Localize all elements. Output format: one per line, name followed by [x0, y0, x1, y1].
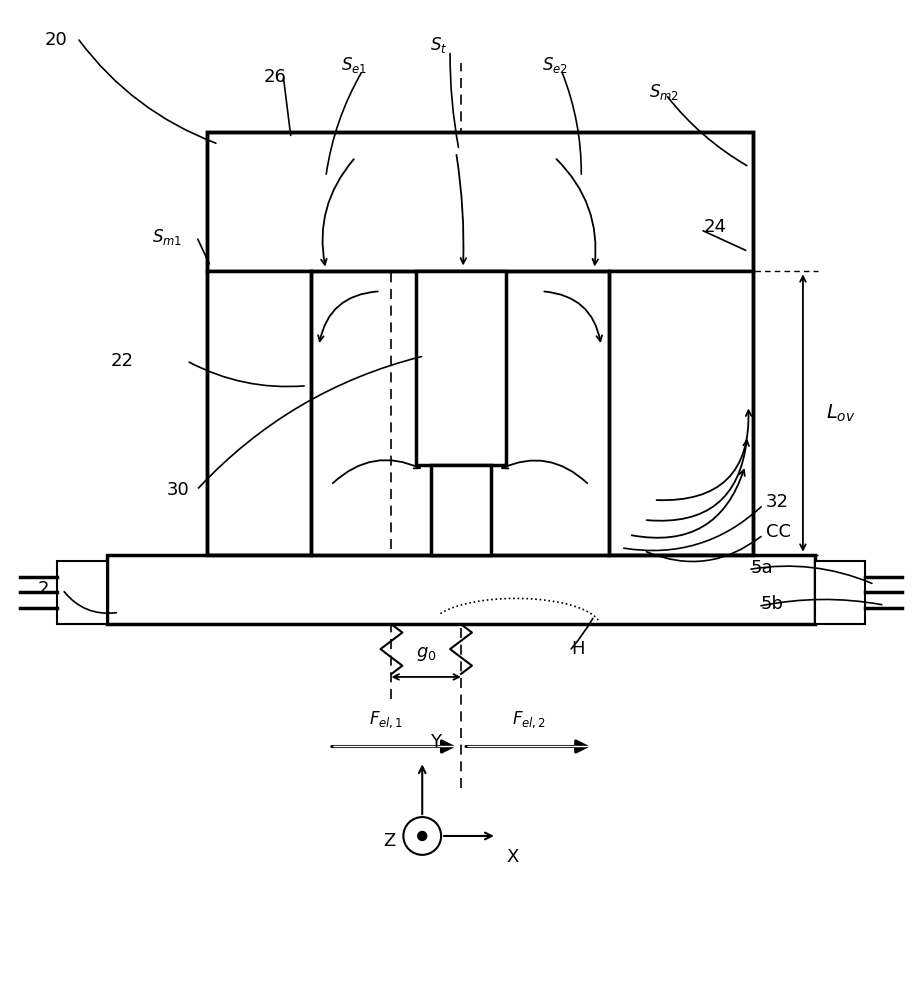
Bar — [57, 561, 107, 624]
Text: 5b: 5b — [761, 595, 784, 613]
Bar — [207, 132, 753, 271]
Circle shape — [418, 831, 426, 840]
Text: Y: Y — [430, 733, 441, 751]
Text: $L_{ov}$: $L_{ov}$ — [826, 402, 856, 424]
Text: 5a: 5a — [750, 559, 773, 577]
Text: CC: CC — [766, 523, 791, 541]
Text: 32: 32 — [766, 493, 789, 511]
Text: $F_{el,2}$: $F_{el,2}$ — [511, 709, 545, 730]
Text: H: H — [571, 640, 585, 658]
Text: Z: Z — [383, 832, 395, 850]
Text: 2: 2 — [38, 580, 49, 598]
Text: $g_0$: $g_0$ — [416, 645, 437, 663]
Text: $S_{m2}$: $S_{m2}$ — [649, 82, 679, 102]
Text: 30: 30 — [167, 481, 189, 499]
Text: $S_{m1}$: $S_{m1}$ — [152, 227, 182, 247]
Bar — [107, 555, 815, 624]
Bar — [815, 561, 865, 624]
Text: X: X — [507, 848, 519, 866]
Text: 24: 24 — [703, 218, 726, 236]
Bar — [416, 271, 506, 465]
Text: $S_{e2}$: $S_{e2}$ — [542, 55, 568, 75]
Text: 26: 26 — [263, 68, 286, 86]
Text: $F_{el,1}$: $F_{el,1}$ — [369, 709, 403, 730]
Bar — [431, 465, 491, 555]
Text: 20: 20 — [44, 31, 67, 49]
Bar — [207, 132, 753, 555]
Text: $S_{e1}$: $S_{e1}$ — [341, 55, 366, 75]
Text: $S_t$: $S_t$ — [430, 35, 448, 55]
Bar — [609, 271, 753, 555]
Bar — [207, 271, 311, 555]
Text: 22: 22 — [110, 352, 133, 370]
